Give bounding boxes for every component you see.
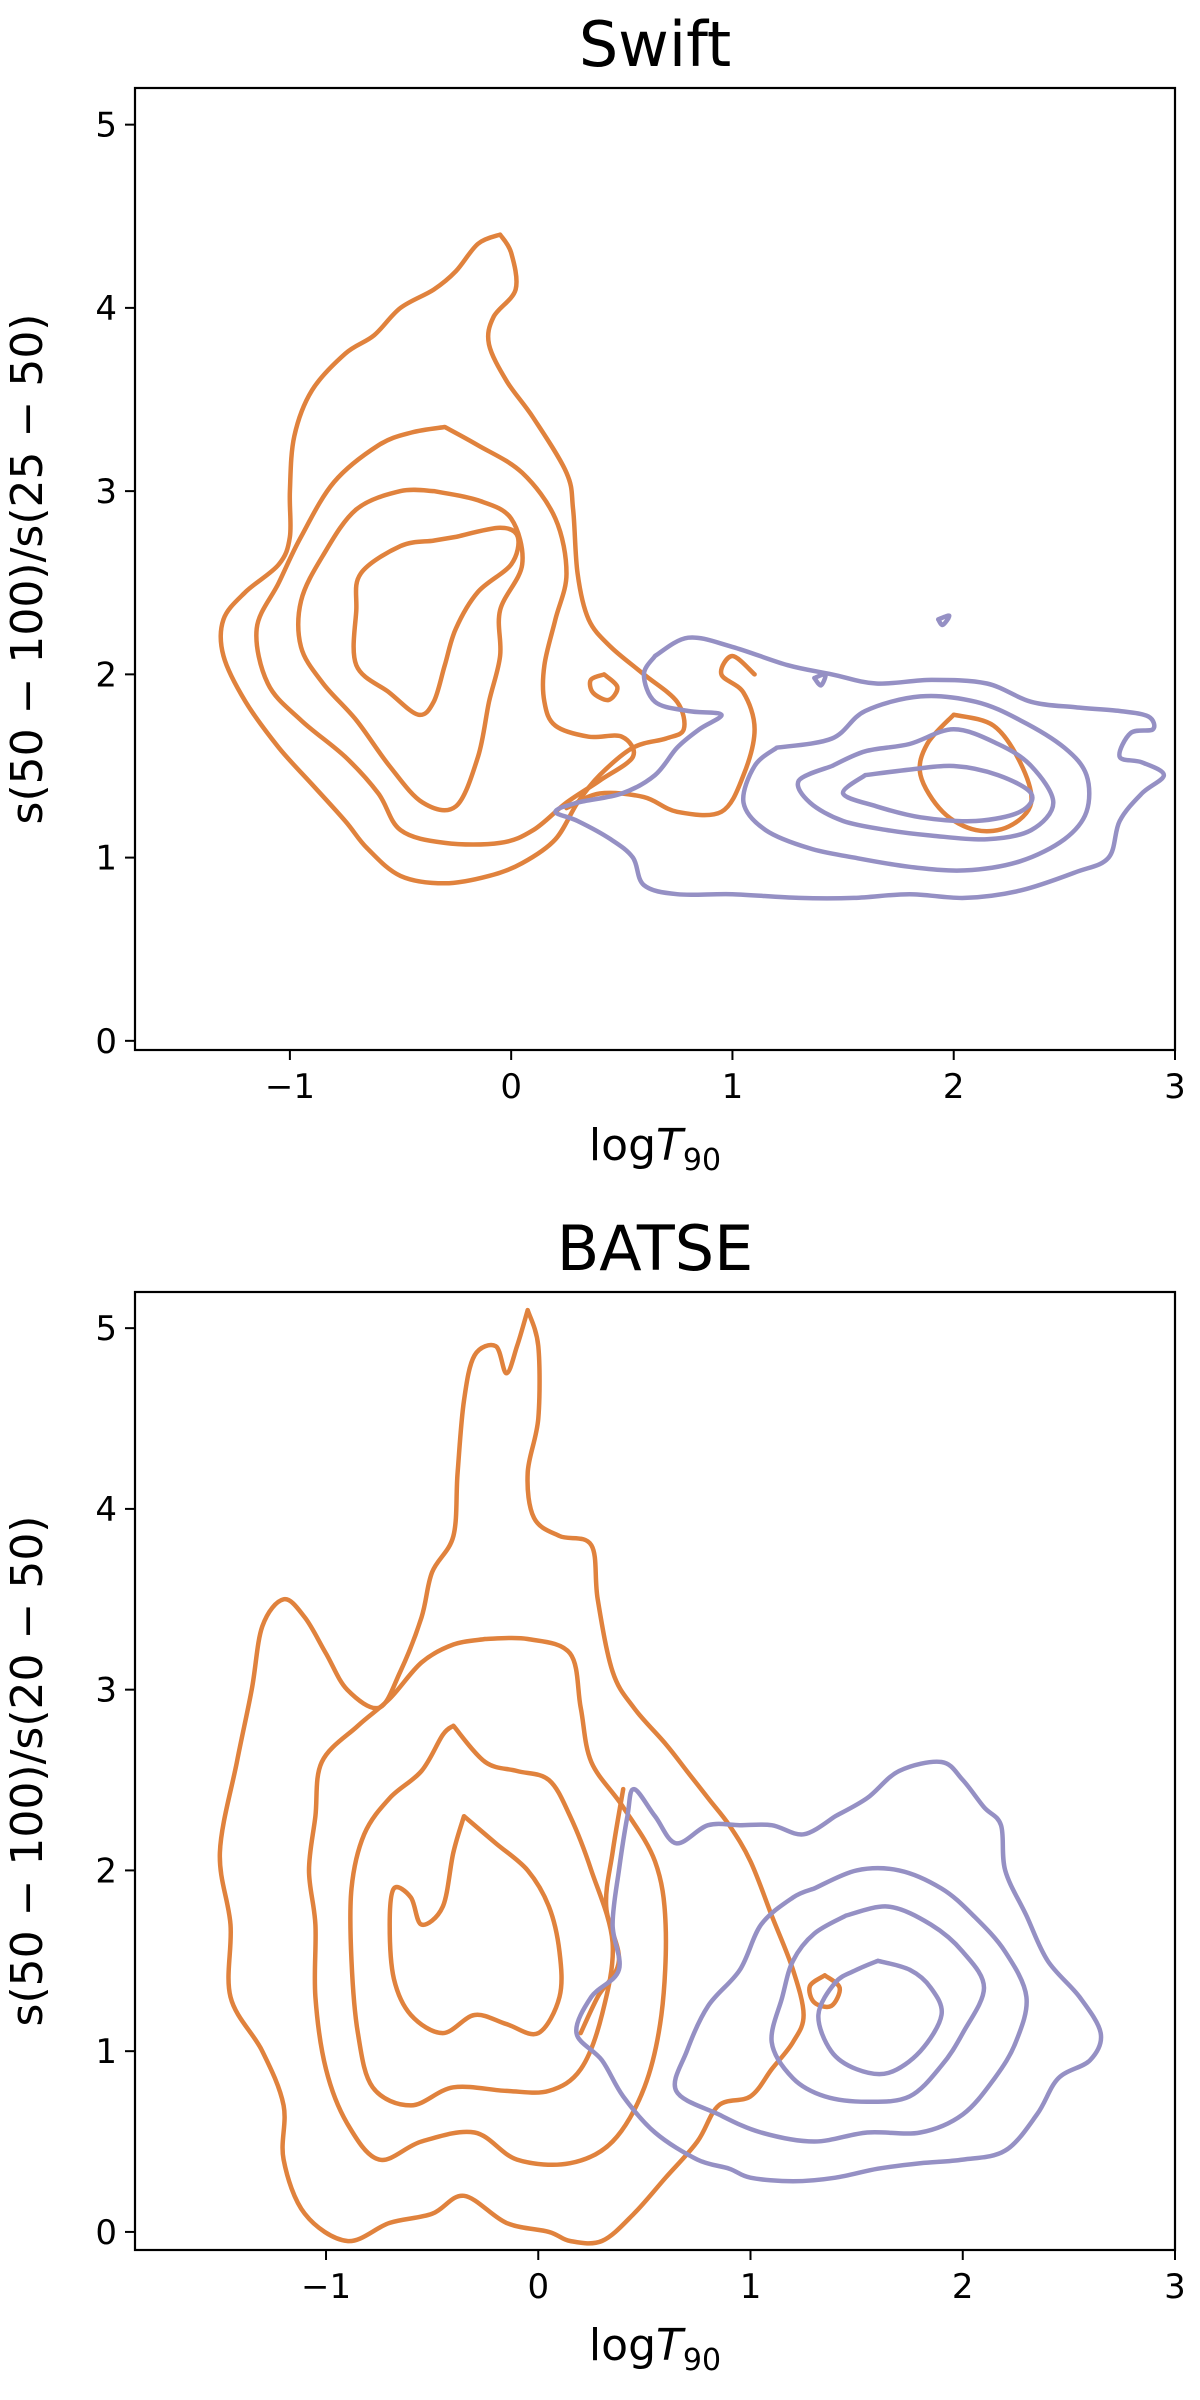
x-tick-label: 2 (943, 1067, 965, 1107)
y-tick-label: 3 (95, 472, 117, 512)
x-tick-label: 0 (527, 2267, 549, 2307)
chart-panel-batse: −1 0 1 2 3 0 1 2 3 4 5 BATSE logT90 s(50 − 100)/s(20 … (2, 1212, 1186, 2378)
chart-title: Swift (579, 8, 731, 81)
purple-contour-0 (574, 1759, 1104, 2184)
y-tick-label: 3 (95, 1671, 117, 1711)
chart-panel-swift: −1 0 1 2 3 0 1 2 3 4 5 Swift logT90 s(50 − 100)/s(25 … (2, 8, 1186, 1178)
contour-layer (217, 1307, 1104, 2246)
purple-contour-0 (553, 635, 1167, 901)
orange-contour-5 (917, 712, 1034, 834)
purple-contour-1 (740, 693, 1092, 873)
purple-contour-3 (816, 1958, 945, 2077)
orange-contour-6 (564, 653, 757, 818)
x-tick-label: 2 (952, 2267, 974, 2307)
contour-layer (218, 232, 1167, 901)
y-tick-label: 0 (95, 1022, 117, 1062)
x-tick-label: 1 (722, 1067, 744, 1107)
x-tick-label: −1 (265, 1067, 315, 1107)
purple-contour-1 (672, 1865, 1029, 2144)
plot-frame (133, 1290, 1177, 2252)
chart-title: BATSE (557, 1212, 754, 1285)
x-tick-label: 1 (740, 2267, 762, 2307)
orange-contour-2 (295, 487, 525, 813)
orange-contour-1 (306, 1635, 669, 2168)
orange-contour-3 (387, 1813, 564, 2037)
y-tick-label: 4 (95, 289, 117, 329)
purple-contour-3 (840, 763, 1035, 824)
y-tick-label: 5 (95, 1309, 117, 1349)
y-tick-label: 2 (95, 1851, 117, 1891)
purple-contour-5 (935, 613, 952, 628)
y-axis-label: s(50 − 100)/s(20 − 50) (2, 1516, 53, 2027)
y-tick-label: 5 (95, 106, 117, 146)
purple-contour-2 (795, 727, 1056, 842)
x-tick-label: 0 (500, 1067, 522, 1107)
purple-contour-4 (812, 671, 828, 688)
y-tick-label: 1 (95, 839, 117, 879)
orange-contour-3 (351, 525, 521, 718)
x-axis-label: logT90 (589, 1120, 721, 1178)
y-tick-label: 4 (95, 1490, 117, 1530)
orange-contour-0 (217, 1307, 806, 2246)
y-tick-label: 2 (95, 655, 117, 695)
y-tick-label: 1 (95, 2032, 117, 2072)
orange-contour-4 (587, 672, 620, 703)
x-tick-label: 3 (1164, 1067, 1186, 1107)
y-axis-label: s(50 − 100)/s(25 − 50) (2, 314, 53, 825)
plot-frame (133, 86, 1177, 1052)
x-axis-label: logT90 (589, 2320, 721, 2378)
x-tick-label: −1 (301, 2267, 351, 2307)
y-tick-label: 0 (95, 2213, 117, 2253)
orange-contour-1 (254, 424, 637, 847)
orange-contour-0 (218, 232, 687, 886)
orange-contour-2 (348, 1723, 616, 2108)
purple-contour-2 (769, 1904, 987, 2105)
x-tick-label: 3 (1164, 2267, 1186, 2307)
orange-contour-5 (578, 1786, 626, 2036)
